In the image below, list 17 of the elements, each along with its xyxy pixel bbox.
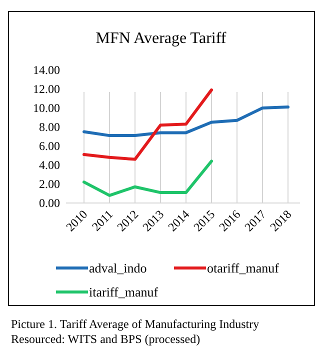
text: Picture 1. Tariff Average of Manufacturing Industry	[11, 317, 260, 331]
text: Resourced: WITS and BPS (processed)	[11, 332, 200, 346]
y-tick-label: 6.00	[39, 139, 60, 154]
y-tick-label: 12.00	[33, 82, 60, 96]
y-tick-label: 2.00	[39, 177, 60, 192]
y-tick-label: 0.00	[39, 196, 60, 210]
legend-label: itariff_manuf	[89, 284, 159, 300]
y-tick-label: 14.00	[33, 63, 60, 78]
y-tick-label: 4.00	[39, 158, 60, 172]
legend-label: otariff_manuf	[207, 260, 280, 276]
line-series	[82, 106, 290, 138]
line-series	[82, 160, 213, 197]
y-tick-label: 10.00	[33, 101, 60, 116]
line-series	[82, 88, 213, 161]
legend-label: adval_indo	[89, 260, 147, 276]
chart-title: MFN Average Tariff	[96, 30, 227, 47]
y-tick-label: 8.00	[39, 120, 60, 134]
